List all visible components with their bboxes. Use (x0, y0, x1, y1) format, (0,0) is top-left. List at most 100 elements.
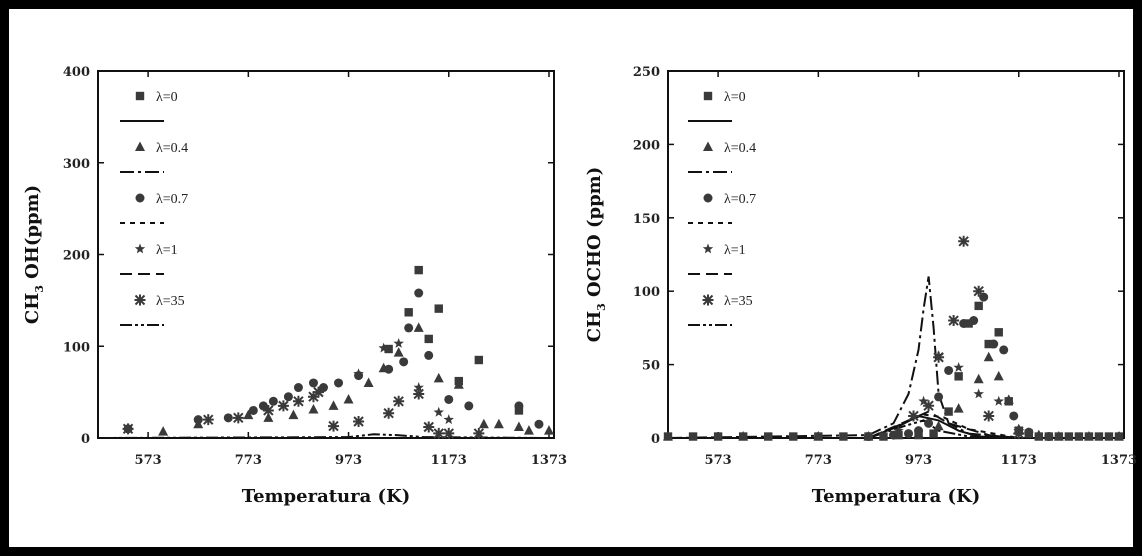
data-point (473, 427, 485, 439)
data-point (764, 432, 773, 441)
data-point (663, 431, 673, 441)
data-point (202, 414, 214, 426)
data-point (514, 406, 524, 415)
data-point (433, 427, 445, 439)
data-point (343, 393, 354, 404)
data-point (523, 425, 534, 435)
data-point (453, 379, 464, 389)
legend-marker (703, 193, 713, 203)
data-point (433, 372, 444, 383)
data-point (383, 407, 395, 419)
data-point (994, 328, 1003, 337)
x-tick-label: 573 (135, 453, 162, 468)
chart-panel-1: 573 773 973 1173 1373 0 100 200 300 400 Temperatur… (22, 65, 567, 507)
data-point (328, 400, 339, 410)
y-tick-label: 300 (63, 157, 90, 172)
data-point (478, 418, 489, 429)
data-point (514, 401, 524, 411)
legend-marker (135, 193, 145, 203)
series-points-2 (158, 322, 554, 436)
data-point (424, 350, 434, 360)
data-point (1044, 432, 1054, 442)
data-point (334, 378, 344, 388)
x-tick-label: 573 (705, 453, 732, 468)
data-point (404, 308, 413, 317)
data-point (933, 420, 944, 431)
data-point (933, 351, 945, 363)
y-axis-title: CH3 OH(ppm) (22, 185, 46, 324)
data-point (893, 425, 904, 436)
data-point (983, 351, 994, 362)
data-point (1009, 411, 1019, 421)
legend-label: λ=0.7 (724, 192, 756, 207)
data-point (464, 401, 474, 411)
data-point (223, 413, 233, 423)
chart-panel-2: 573 773 973 1173 1373 0 50 100 150 200 250 Temperat… (584, 65, 1137, 507)
legend-marker (135, 141, 145, 151)
data-point (534, 419, 544, 429)
y-tick-label: 0 (81, 432, 90, 447)
legend-marker (702, 243, 714, 254)
legend-label: λ=1 (724, 243, 746, 258)
data-point (443, 427, 455, 439)
x-tick-label: 773 (805, 453, 832, 468)
data-point (378, 342, 389, 353)
y-tick-label: 200 (63, 249, 90, 264)
y-axis-title: CH3 OCHO (ppm) (584, 167, 608, 342)
legend-marker (135, 91, 145, 101)
data-point (1033, 429, 1044, 440)
data-point (953, 362, 964, 372)
legend-label: λ=0 (156, 90, 178, 105)
data-point (813, 431, 824, 441)
data-point (393, 338, 404, 348)
legend-marker (134, 294, 146, 306)
data-point (964, 319, 973, 328)
data-point (918, 395, 929, 406)
y-tick-label: 100 (633, 285, 660, 300)
data-point (543, 425, 554, 435)
data-point (293, 383, 303, 393)
data-point (999, 345, 1009, 355)
data-point (944, 407, 953, 416)
data-point (1053, 431, 1064, 441)
x-tick-label: 773 (235, 453, 262, 468)
legend-label: λ=35 (724, 294, 753, 309)
data-point (983, 410, 995, 422)
y-tick-label: 200 (633, 138, 660, 153)
data-point (1003, 394, 1014, 404)
data-point (423, 421, 435, 433)
series-points-3 (123, 288, 544, 434)
data-point (954, 372, 963, 381)
x-axis-title: Temperatura (K) (242, 486, 411, 507)
series-line-3 (868, 413, 1019, 439)
data-point (248, 405, 258, 415)
data-point (974, 301, 983, 311)
data-point (973, 373, 984, 384)
data-point (353, 368, 364, 379)
data-point (444, 394, 454, 404)
x-tick-label: 973 (335, 453, 362, 468)
data-point (384, 364, 394, 374)
data-point (312, 386, 324, 398)
data-point (424, 334, 433, 344)
data-point (413, 382, 424, 392)
data-point (268, 396, 278, 406)
legend-marker (702, 294, 714, 306)
data-point (434, 304, 443, 313)
data-point (433, 406, 444, 417)
legend-marker (703, 91, 713, 101)
data-point (414, 288, 424, 298)
legend-label: λ=0.7 (156, 192, 188, 207)
data-point (993, 370, 1004, 381)
legend-marker (703, 141, 713, 151)
legend: λ=0 λ=0.4 λ=0.7 λ=1 λ=35 (688, 90, 756, 326)
data-point (263, 412, 274, 422)
data-point (969, 316, 979, 326)
data-point (353, 415, 365, 427)
data-point (474, 355, 484, 365)
series-points-4 (893, 350, 1024, 436)
data-point (413, 388, 425, 400)
data-point (944, 365, 954, 375)
y-tick-label: 0 (651, 432, 660, 447)
